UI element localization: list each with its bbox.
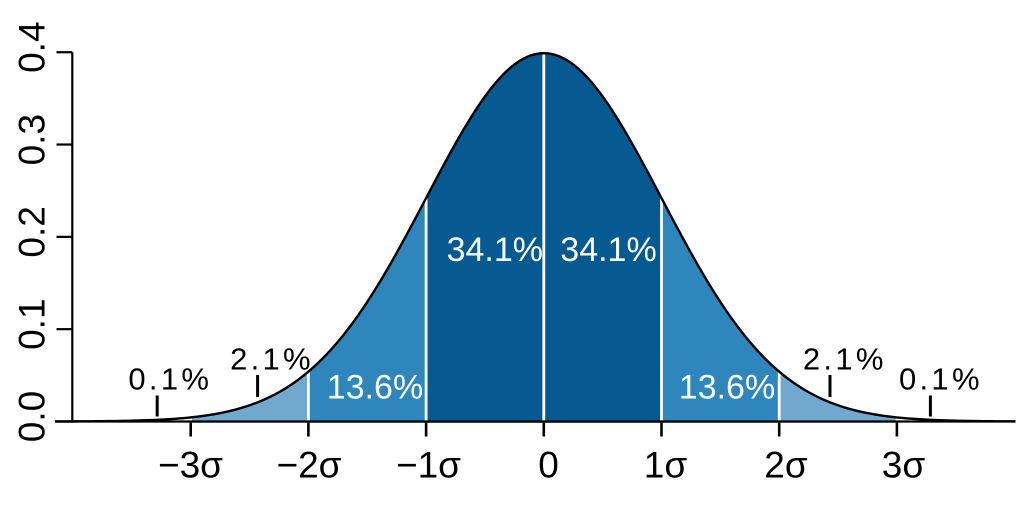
svg-text:0.1%: 0.1% — [128, 362, 212, 397]
svg-text:1σ: 1σ — [644, 445, 688, 486]
svg-text:0.1: 0.1 — [12, 298, 53, 349]
svg-text:−3σ: −3σ — [158, 445, 223, 486]
svg-text:0.4: 0.4 — [12, 21, 53, 72]
svg-text:−1σ: −1σ — [396, 445, 461, 486]
svg-text:34.1%: 34.1% — [447, 231, 543, 269]
svg-text:0.3: 0.3 — [12, 114, 53, 165]
svg-text:2.1%: 2.1% — [230, 341, 314, 376]
svg-text:3σ: 3σ — [882, 445, 926, 486]
svg-text:0.1%: 0.1% — [899, 362, 983, 397]
svg-text:2σ: 2σ — [764, 445, 808, 486]
svg-text:13.6%: 13.6% — [679, 368, 775, 406]
svg-text:34.1%: 34.1% — [560, 231, 656, 269]
svg-text:2.1%: 2.1% — [803, 341, 887, 376]
svg-text:−2σ: −2σ — [276, 445, 341, 486]
svg-text:0.0: 0.0 — [12, 391, 53, 442]
svg-text:0.2: 0.2 — [12, 206, 53, 257]
svg-text:0: 0 — [538, 445, 559, 486]
svg-text:13.6%: 13.6% — [327, 368, 423, 406]
